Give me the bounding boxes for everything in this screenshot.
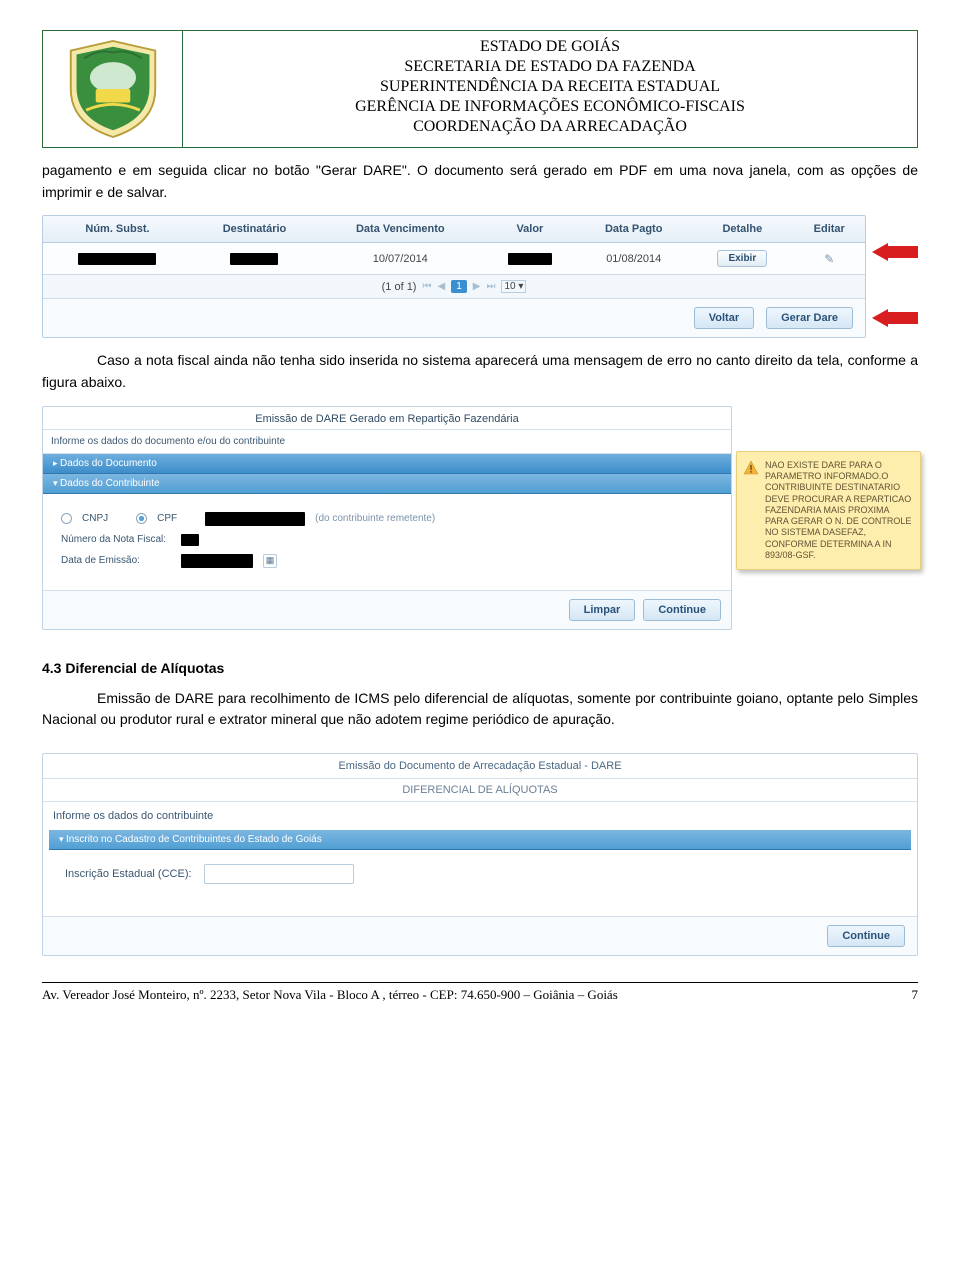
cpf-hint: (do contribuinte remetente)	[315, 513, 435, 524]
header-line1: ESTADO DE GOIÁS	[191, 37, 909, 57]
label-ie: Inscrição Estadual (CCE):	[65, 868, 192, 880]
warning-icon	[743, 460, 759, 476]
screenshot-difal: Emissão do Documento de Arrecadação Esta…	[42, 753, 918, 956]
header-line4: GERÊNCIA DE INFORMAÇÕES ECONÔMICO-FISCAI…	[191, 97, 909, 117]
screenshot-table: Núm. Subst. Destinatário Data Vencimento…	[42, 215, 866, 338]
radio-cnpj[interactable]	[61, 513, 72, 524]
label-cpf: CPF	[157, 513, 177, 524]
pager-text: (1 of 1)	[382, 281, 417, 293]
paragraph-1: pagamento e em seguida clicar no botão "…	[42, 160, 918, 203]
gerar-dare-button[interactable]: Gerar Dare	[766, 307, 853, 329]
continue-button-1[interactable]: Continue	[643, 599, 721, 621]
difal-subtitle: Informe os dados do contribuinte	[43, 802, 917, 830]
warning-text: NAO EXISTE DARE PARA O PARAMETRO INFORMA…	[765, 460, 911, 560]
redacted-num	[78, 253, 156, 265]
cell-data-venc: 10/07/2014	[317, 243, 484, 275]
redacted-emissao	[181, 554, 253, 568]
red-arrow-2	[872, 309, 918, 327]
header-text: ESTADO DE GOIÁS SECRETARIA DE ESTADO DA …	[183, 31, 917, 147]
redacted-valor	[508, 253, 552, 265]
section-4-3-body: Emissão de DARE para recolhimento de ICM…	[42, 688, 918, 731]
header-line3: SUPERINTENDÊNCIA DA RECEITA ESTADUAL	[191, 77, 909, 97]
screenshot-form: Emissão de DARE Gerado em Repartição Faz…	[42, 406, 732, 630]
label-nf: Número da Nota Fiscal:	[61, 534, 171, 545]
form-subtitle: Informe os dados do documento e/ou do co…	[43, 430, 731, 454]
col-data-pagto: Data Pagto	[576, 216, 691, 243]
voltar-button[interactable]: Voltar	[694, 307, 754, 329]
footer-page: 7	[912, 987, 919, 1003]
col-num-subst: Núm. Subst.	[43, 216, 192, 243]
table-row: 10/07/2014 01/08/2014 Exibir ✎	[43, 243, 865, 275]
col-data-venc: Data Vencimento	[317, 216, 484, 243]
paragraph-2: Caso a nota fiscal ainda não tenha sido …	[42, 350, 918, 393]
difal-title2: DIFERENCIAL DE ALÍQUOTAS	[43, 779, 917, 802]
header-frame: ESTADO DE GOIÁS SECRETARIA DE ESTADO DA …	[42, 30, 918, 148]
pager-size-select[interactable]: 10 ▾	[501, 280, 526, 293]
state-logo	[43, 31, 183, 147]
calendar-icon[interactable]: ▦	[263, 554, 277, 568]
label-emissao: Data de Emissão:	[61, 555, 171, 566]
section-dados-documento[interactable]: Dados do Documento	[43, 454, 731, 474]
limpar-button[interactable]: Limpar	[569, 599, 636, 621]
pager-last-icon[interactable]: ⏭	[486, 281, 495, 292]
header-line2: SECRETARIA DE ESTADO DA FAZENDA	[191, 57, 909, 77]
pager-next-icon[interactable]: ▶	[473, 281, 481, 292]
warning-message: NAO EXISTE DARE PARA O PARAMETRO INFORMA…	[736, 451, 921, 570]
footer-address: Av. Vereador José Monteiro, nº. 2233, Se…	[42, 987, 618, 1003]
section-4-3-heading: 4.3 Diferencial de Alíquotas	[42, 660, 918, 676]
redacted-cpf	[205, 512, 305, 526]
redacted-nf	[181, 534, 199, 546]
col-valor: Valor	[484, 216, 577, 243]
red-arrow-1	[872, 243, 918, 261]
ie-input[interactable]	[204, 864, 354, 884]
continue-button-2[interactable]: Continue	[827, 925, 905, 947]
col-destinatario: Destinatário	[192, 216, 317, 243]
pager-current: 1	[451, 280, 467, 293]
pager-first-icon[interactable]: ⏮	[422, 281, 431, 292]
pager-prev-icon[interactable]: ◀	[437, 281, 445, 292]
edit-icon[interactable]: ✎	[824, 252, 834, 266]
exibir-button[interactable]: Exibir	[717, 250, 767, 267]
radio-cpf[interactable]	[136, 513, 147, 524]
header-line5: COORDENAÇÃO DA ARRECADAÇÃO	[191, 117, 909, 137]
pager: (1 of 1) ⏮ ◀ 1 ▶ ⏭ 10 ▾	[382, 280, 527, 293]
form-title: Emissão de DARE Gerado em Repartição Faz…	[43, 407, 731, 430]
redacted-dest	[230, 253, 278, 265]
section-dados-contribuinte[interactable]: ▾ Dados do Contribuinte	[43, 474, 731, 494]
difal-title1: Emissão do Documento de Arrecadação Esta…	[43, 754, 917, 779]
section-inscrito[interactable]: ▾ Inscrito no Cadastro de Contribuintes …	[49, 830, 911, 850]
cell-data-pagto: 01/08/2014	[576, 243, 691, 275]
label-cnpj: CNPJ	[82, 513, 108, 524]
col-editar: Editar	[793, 216, 865, 243]
col-detalhe: Detalhe	[691, 216, 793, 243]
